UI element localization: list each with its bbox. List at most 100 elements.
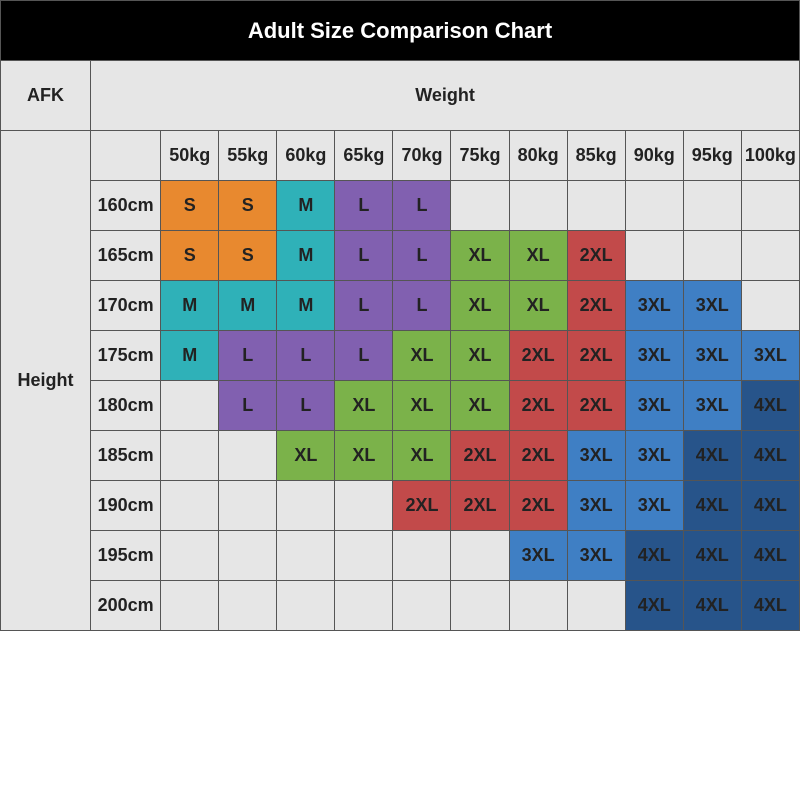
size-cell-empty [625, 181, 683, 231]
size-cell-empty [741, 231, 799, 281]
size-cell-empty [219, 531, 277, 581]
weight-column-header: 90kg [625, 131, 683, 181]
size-cell: XL [393, 381, 451, 431]
weight-column-header: 55kg [219, 131, 277, 181]
weight-column-header: 75kg [451, 131, 509, 181]
size-cell: 3XL [625, 481, 683, 531]
size-cell: 4XL [625, 531, 683, 581]
size-cell: 4XL [625, 581, 683, 631]
size-cell: 2XL [451, 431, 509, 481]
size-cell: 3XL [625, 281, 683, 331]
size-cell: L [335, 231, 393, 281]
size-cell-empty [161, 581, 219, 631]
size-cell: 3XL [509, 531, 567, 581]
row-header-blank [91, 131, 161, 181]
size-cell-empty [451, 181, 509, 231]
size-cell-empty [509, 181, 567, 231]
weight-column-header: 50kg [161, 131, 219, 181]
weight-column-header: 80kg [509, 131, 567, 181]
weight-column-header: 65kg [335, 131, 393, 181]
height-row-header: 195cm [91, 531, 161, 581]
size-cell-empty [741, 281, 799, 331]
size-cell: L [393, 231, 451, 281]
size-cell: 3XL [567, 531, 625, 581]
size-cell-empty [277, 531, 335, 581]
size-cell-empty [393, 531, 451, 581]
size-cell: 2XL [567, 381, 625, 431]
size-cell: 4XL [683, 531, 741, 581]
size-cell-empty [451, 531, 509, 581]
size-cell: M [277, 281, 335, 331]
height-row-header: 175cm [91, 331, 161, 381]
size-cell: M [277, 181, 335, 231]
size-cell: 4XL [741, 431, 799, 481]
size-cell-empty [393, 581, 451, 631]
size-cell: S [161, 231, 219, 281]
size-cell: L [393, 281, 451, 331]
size-cell: L [219, 331, 277, 381]
size-cell: L [335, 331, 393, 381]
size-cell: 4XL [683, 481, 741, 531]
size-cell-empty [683, 181, 741, 231]
height-row-header: 160cm [91, 181, 161, 231]
corner-label: AFK [1, 61, 91, 131]
size-cell: XL [393, 431, 451, 481]
size-cell: L [393, 181, 451, 231]
size-cell: 3XL [683, 381, 741, 431]
size-cell: 3XL [625, 381, 683, 431]
size-cell: XL [451, 231, 509, 281]
size-cell-empty [567, 181, 625, 231]
size-cell-empty [161, 531, 219, 581]
size-cell: L [219, 381, 277, 431]
size-cell: 3XL [567, 431, 625, 481]
size-cell: 3XL [741, 331, 799, 381]
size-cell: XL [509, 281, 567, 331]
size-cell: XL [277, 431, 335, 481]
height-axis-label: Height [1, 131, 91, 631]
size-cell-empty [335, 481, 393, 531]
size-cell: 4XL [683, 581, 741, 631]
size-cell: 2XL [509, 331, 567, 381]
weight-column-header: 60kg [277, 131, 335, 181]
height-row-header: 200cm [91, 581, 161, 631]
size-cell: 3XL [683, 281, 741, 331]
height-row-header: 180cm [91, 381, 161, 431]
size-cell: S [219, 181, 277, 231]
size-cell: L [335, 181, 393, 231]
size-cell: 2XL [509, 381, 567, 431]
size-cell-empty [335, 581, 393, 631]
size-cell: 4XL [741, 531, 799, 581]
size-cell: M [219, 281, 277, 331]
size-cell-empty [625, 231, 683, 281]
size-cell: 2XL [567, 331, 625, 381]
weight-axis-label: Weight [91, 61, 800, 131]
size-cell: 3XL [625, 431, 683, 481]
size-cell: M [161, 331, 219, 381]
size-cell-empty [567, 581, 625, 631]
size-cell: 2XL [509, 431, 567, 481]
size-cell-empty [219, 431, 277, 481]
size-cell: S [161, 181, 219, 231]
size-cell: 4XL [683, 431, 741, 481]
size-comparison-chart: Adult Size Comparison ChartAFKWeightHeig… [0, 0, 800, 631]
size-cell: XL [509, 231, 567, 281]
height-row-header: 165cm [91, 231, 161, 281]
size-cell: L [277, 381, 335, 431]
size-cell: 2XL [567, 281, 625, 331]
size-cell-empty [335, 531, 393, 581]
size-cell: XL [451, 281, 509, 331]
weight-column-header: 100kg [741, 131, 799, 181]
chart-title: Adult Size Comparison Chart [1, 1, 800, 61]
size-cell: 2XL [451, 481, 509, 531]
size-cell: XL [393, 331, 451, 381]
weight-column-header: 85kg [567, 131, 625, 181]
size-cell: L [335, 281, 393, 331]
height-row-header: 185cm [91, 431, 161, 481]
weight-column-header: 70kg [393, 131, 451, 181]
size-cell: 2XL [567, 231, 625, 281]
size-cell: 3XL [625, 331, 683, 381]
size-cell-empty [161, 381, 219, 431]
size-cell: XL [335, 381, 393, 431]
size-cell-empty [683, 231, 741, 281]
weight-column-header: 95kg [683, 131, 741, 181]
